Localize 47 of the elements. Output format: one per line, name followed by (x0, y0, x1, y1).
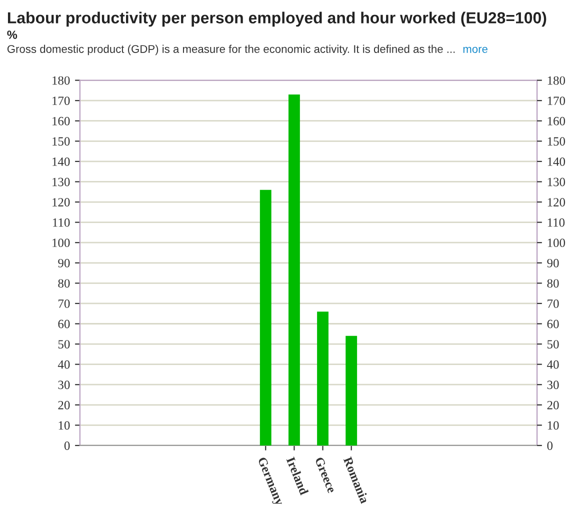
bar (288, 94, 300, 446)
y2-tick-label: 180 (548, 76, 566, 85)
y-tick-label: 40 (58, 360, 70, 369)
y-tick-label: 10 (58, 421, 70, 430)
text: more (463, 46, 488, 53)
y-tick-label: 170 (52, 96, 70, 106)
bar (260, 190, 272, 446)
y-tick-label: 70 (58, 299, 70, 308)
y-tick-label: 140 (52, 157, 70, 166)
y2-tick-label: 40 (547, 360, 559, 369)
y2-tick-label: 0 (547, 442, 553, 450)
y-tick-label: 20 (58, 400, 70, 410)
y2-tick-label: 90 (547, 258, 559, 268)
bar (346, 336, 358, 446)
y-tick-label: 100 (52, 238, 70, 248)
bar (317, 312, 328, 446)
y-tick-label: 90 (58, 258, 70, 268)
y2-tick-label: 20 (547, 400, 559, 410)
y2-tick-label: 160 (548, 116, 566, 126)
y-tick-label: 80 (58, 279, 70, 288)
y-tick-label: 150 (52, 137, 70, 146)
y2-tick-label: 140 (548, 157, 566, 166)
chart-subtitle: % (7, 30, 18, 39)
y2-tick-label: 70 (548, 299, 559, 308)
y-tick-label: 130 (52, 178, 70, 186)
y-tick-label: 50 (58, 340, 70, 348)
y2-tick-label: 130 (548, 178, 566, 186)
y2-tick-label: 10 (548, 421, 559, 430)
y2-tick-label: 120 (548, 198, 566, 206)
chart-title: Labour productivity per person employed and hour worked (EU28=100) (8, 12, 546, 27)
y-tick-label: 0 (64, 442, 70, 450)
x-tick-label: Greece (314, 456, 336, 494)
y2-tick-label: 100 (548, 238, 566, 248)
y-tick-label: 160 (52, 116, 70, 126)
y2-tick-label: 110 (548, 218, 565, 227)
y2-tick-label: 50 (548, 340, 559, 348)
y2-tick-label: 150 (548, 137, 566, 146)
y-tick-label: 60 (58, 320, 70, 328)
y-tick-label: 110 (53, 218, 70, 227)
y2-tick-label: 30 (547, 380, 559, 390)
y2-tick-label: 170 (548, 96, 566, 106)
text: Gross domestic product (GDP) is a measure for the economic activity. It is defined as the ... (7, 44, 455, 56)
y2-tick-label: 60 (547, 320, 559, 328)
y-tick-label: 180 (52, 76, 70, 85)
y-tick-label: 30 (58, 380, 70, 390)
y2-tick-label: 80 (547, 279, 559, 288)
y-tick-label: 120 (52, 198, 70, 206)
